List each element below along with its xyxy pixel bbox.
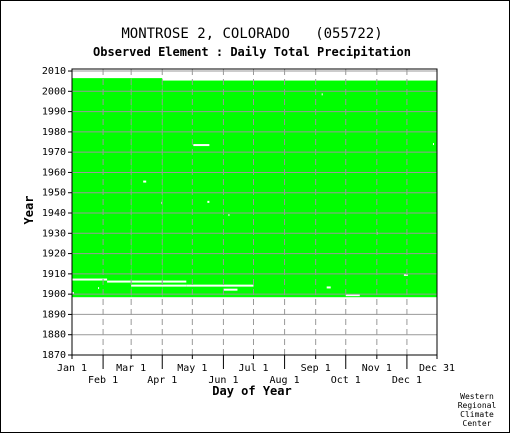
chart-title: MONTROSE 2, COLORADO (055722) — [121, 26, 382, 42]
missing-gap-9 — [345, 294, 360, 297]
missing-gap-0 — [72, 278, 108, 281]
x-tick-label-3: Jul 1 — [238, 363, 268, 374]
y-tick-label-4: 1970 — [42, 147, 66, 158]
x-tick-label-2: May 1 — [177, 363, 207, 374]
credit-block: Western Regional Climate Center — [458, 392, 497, 428]
missing-gap-3 — [186, 284, 254, 287]
missing-gap-1 — [107, 280, 187, 283]
y-tick-label-12: 1890 — [42, 309, 66, 320]
x-tick-label-lower-1: Apr 1 — [147, 375, 177, 386]
missing-gap-15 — [321, 93, 323, 96]
coverage-block-0 — [72, 78, 132, 298]
x-tick-label-lower-5: Dec 1 — [392, 375, 422, 386]
x-tick-label-lower-2: Jun 1 — [208, 375, 238, 386]
missing-gap-6 — [207, 200, 210, 203]
y-axis-label: Year — [22, 196, 36, 225]
y-tick-label-13: 1880 — [42, 330, 66, 341]
x-tick-label-5: Nov 1 — [362, 363, 392, 374]
coverage-block-1 — [131, 78, 163, 298]
missing-gap-8 — [326, 286, 331, 289]
missing-gap-11 — [72, 292, 75, 295]
x-tick-label-0: Jan 1 — [57, 363, 87, 374]
x-axis-label: Day of Year — [212, 384, 291, 398]
missing-gap-2 — [131, 284, 187, 287]
chart-subtitle: Observed Element : Daily Total Precipita… — [93, 45, 411, 59]
plot-area: 2010 2000 1990 1980 1970 1960 1950 1940 1930 1920… — [42, 66, 455, 386]
credit-line-1: Western — [460, 392, 494, 401]
missing-gap-7 — [223, 288, 238, 291]
credit-line-3: Climate — [460, 410, 494, 419]
credit-line-4: Center — [463, 419, 492, 428]
y-tick-label-2: 1990 — [42, 107, 66, 118]
x-tick-label-1: Mar 1 — [116, 363, 146, 374]
y-tick-label-8: 1930 — [42, 228, 66, 239]
y-tick-label-7: 1940 — [42, 208, 66, 219]
missing-gap-14 — [228, 214, 230, 217]
missing-gap-5 — [143, 180, 147, 183]
missing-gap-17 — [432, 143, 434, 146]
y-tick-label-14: 1870 — [42, 350, 66, 361]
credit-line-2: Regional — [458, 401, 497, 410]
y-tick-label-10: 1910 — [42, 269, 66, 280]
x-tick-label-lower-0: Feb 1 — [88, 375, 118, 386]
x-tick-label-lower-4: Oct 1 — [331, 375, 361, 386]
x-tick-label-lower-3: Aug 1 — [270, 375, 300, 386]
missing-gap-4 — [193, 144, 210, 147]
y-tick-label-11: 1900 — [42, 289, 66, 300]
y-tick-label-9: 1920 — [42, 249, 66, 260]
y-tick-label-6: 1950 — [42, 188, 66, 199]
y-tick-label-5: 1960 — [42, 167, 66, 178]
missing-gap-13 — [161, 201, 163, 204]
x-tick-label-6: Dec 31 — [419, 363, 455, 374]
coverage-block-2 — [162, 80, 437, 298]
y-tick-label-0: 2010 — [42, 66, 66, 77]
missing-gap-12 — [98, 287, 100, 290]
missing-gap-10 — [403, 273, 408, 276]
y-tick-label-3: 1980 — [42, 127, 66, 138]
plot-border — [71, 68, 438, 356]
x-tick-label-4: Sep 1 — [301, 363, 331, 374]
y-tick-label-1: 2000 — [42, 86, 66, 97]
